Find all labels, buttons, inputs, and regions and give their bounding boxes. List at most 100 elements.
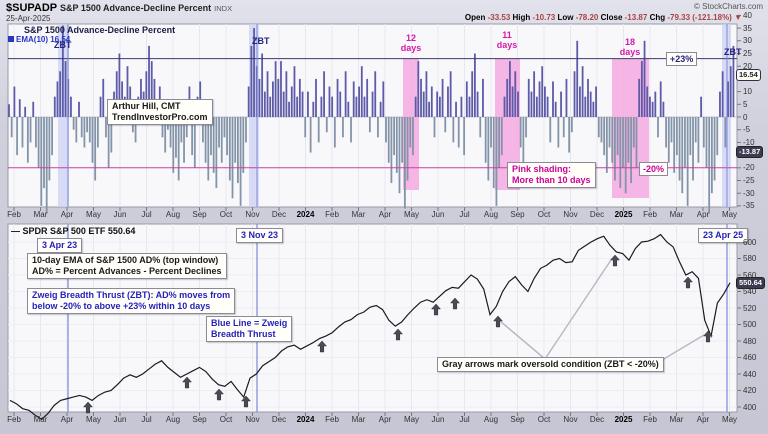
ad-bar <box>26 117 29 163</box>
y-tick-label: 480 <box>743 336 757 346</box>
ad-bar <box>581 66 584 117</box>
ad-bar <box>96 117 99 148</box>
ad-bar <box>603 117 606 156</box>
ad-bar <box>215 117 218 189</box>
low-value: -78.20 <box>575 13 599 22</box>
ad-bar <box>239 117 242 206</box>
ad-bar <box>253 28 255 118</box>
ad-bar <box>368 117 371 133</box>
ad-bar <box>355 96 358 117</box>
ad-bar <box>506 78 509 117</box>
y-tick-label: 5 <box>743 99 748 109</box>
ad-bar <box>269 96 272 117</box>
pink-shading-note: Pink shading: More than 10 days <box>507 162 596 188</box>
ad-bar <box>266 71 269 117</box>
open-value: -33.53 <box>487 13 511 22</box>
y-tick-label: 600 <box>743 237 757 247</box>
oversold-arrow-icon <box>492 315 504 328</box>
price-line <box>9 233 731 421</box>
ad-bar <box>118 53 121 117</box>
pink-days-label-3: 18 days <box>619 37 641 57</box>
ad-bar <box>250 45 253 117</box>
ad-bar <box>333 117 336 148</box>
ad-bar <box>234 117 237 163</box>
month-label: Aug <box>165 415 181 424</box>
oversold-arrow-icon <box>449 297 461 310</box>
y-tick-label: 420 <box>743 386 757 395</box>
ad-bar <box>643 40 646 117</box>
ad-bar <box>317 117 320 143</box>
ad-bar <box>600 117 603 143</box>
ad-bar <box>708 117 711 214</box>
month-label: Feb <box>643 415 657 424</box>
month-label: Dec <box>589 210 605 219</box>
callout-lines <box>499 259 705 364</box>
open-label: Open <box>464 13 486 22</box>
ema-swatch-icon <box>8 36 14 42</box>
ad-bar <box>622 117 624 168</box>
ad-bar <box>525 117 527 138</box>
ad-bar <box>336 78 339 117</box>
low-label: Low <box>557 13 574 22</box>
ad-bar <box>686 117 689 206</box>
ad-bar <box>433 117 436 138</box>
ad-bar <box>148 45 150 117</box>
oversold-arrow-icon <box>430 303 442 316</box>
ad-bar <box>164 117 167 153</box>
ad-bar <box>150 61 153 117</box>
ad-bar <box>482 78 484 117</box>
close-label: Close <box>600 13 623 22</box>
y-tick-label: 580 <box>743 254 757 263</box>
ad-bar <box>102 78 105 117</box>
ad-bar <box>358 86 360 117</box>
ad-bar <box>573 71 576 117</box>
zbt-definition-note: Zweig Breadth Thrust (ZBT): AD% moves fr… <box>27 288 236 314</box>
ad-bar <box>288 101 290 117</box>
ad-bar <box>697 117 700 163</box>
ad-bar <box>18 99 21 117</box>
ad-bar <box>105 117 107 138</box>
ad-bar <box>218 117 220 148</box>
ad-bar <box>673 117 676 173</box>
month-label: Nov <box>563 210 578 219</box>
ad-bar <box>716 117 719 156</box>
ad-bar <box>371 91 374 117</box>
y-tick-label: 440 <box>743 369 757 379</box>
ad-bar <box>732 45 735 117</box>
ad-bar <box>277 78 280 117</box>
spy-legend: — SPDR S&P 500 ETF 550.64 <box>11 226 136 236</box>
ad-bar <box>541 66 544 117</box>
ad-bar <box>285 71 288 117</box>
ad-bar <box>522 117 525 168</box>
ad-bar <box>465 81 468 117</box>
ad-bar <box>24 106 27 117</box>
ad-bar <box>379 101 382 117</box>
ad-bar <box>185 117 188 138</box>
ad-bar <box>659 81 662 117</box>
ad-bar <box>390 117 393 184</box>
ad-bar <box>180 117 183 143</box>
ema-legend: EMA(10) 16.54 <box>8 35 70 44</box>
spy-price-line <box>9 233 731 421</box>
ad-bar <box>479 117 482 138</box>
ad-close-tag: -13.87 <box>736 146 764 158</box>
quote-bar: Open -33.53 High -10.73 Low -78.20 Close… <box>465 13 742 22</box>
ad-bar <box>619 117 622 189</box>
ad-bar <box>304 117 307 138</box>
ad-bar <box>457 117 460 148</box>
ad-bar <box>476 91 479 117</box>
ad-bar <box>393 117 395 156</box>
ad-bar <box>339 91 342 117</box>
ad-bar <box>398 117 401 194</box>
ad-bar <box>560 91 562 117</box>
ad-bar <box>177 117 180 181</box>
ad-bar <box>16 117 18 156</box>
ad-bar <box>8 104 10 117</box>
ad-bar <box>72 117 75 130</box>
ad-bar <box>99 96 102 117</box>
zbt-label-2: ZBT <box>252 36 270 46</box>
ad-bar <box>94 117 97 181</box>
ad-bar <box>724 117 727 148</box>
close-value: -13.87 <box>624 13 648 22</box>
